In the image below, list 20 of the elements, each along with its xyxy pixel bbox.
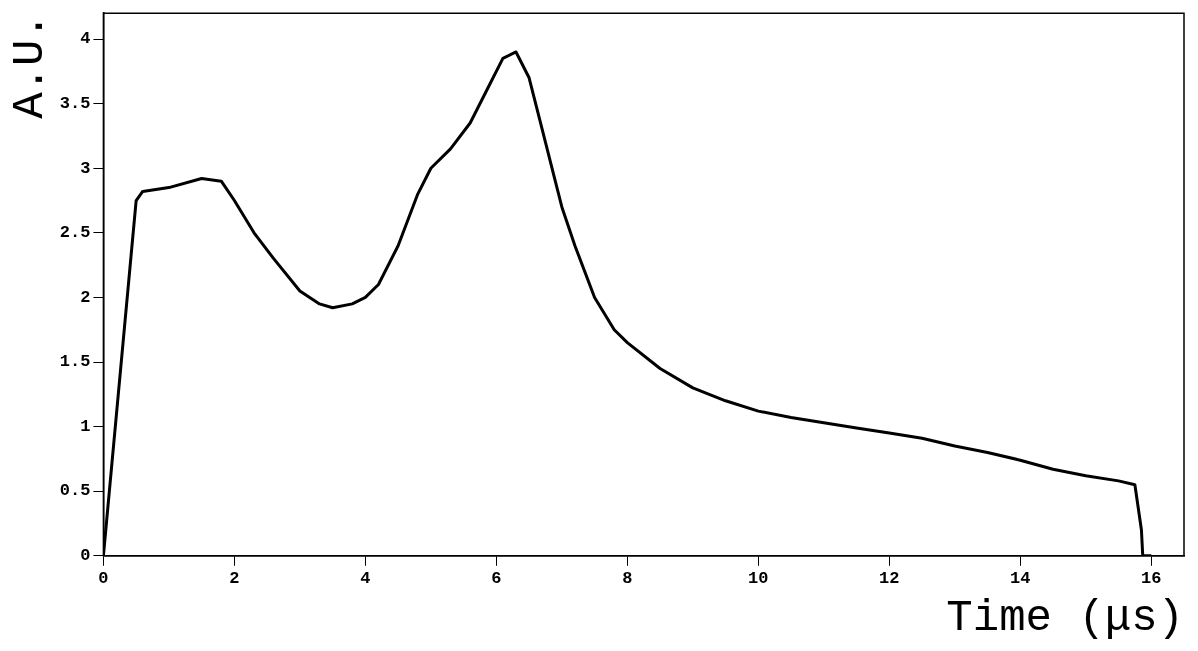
y-tick-label: 3.5 [59,93,91,113]
x-tick-label: 16 [1141,569,1162,589]
y-tick-label: 4 [80,29,91,49]
y-tick-label: 1.5 [59,352,91,372]
x-tick-label: 8 [622,569,633,589]
x-tick-label: 14 [1010,569,1031,589]
y-tick-label: 2 [80,287,91,307]
y-tick-label: 1 [80,416,91,436]
y-tick-label: 0 [80,546,91,566]
y-tick-label: 0.5 [59,481,91,501]
y-tick-label: 3 [80,158,91,178]
x-tick-label: 6 [491,569,502,589]
x-tick-label: 2 [229,569,240,589]
y-axis-title: A.U. [5,13,56,119]
y-tick-label: 2.5 [59,223,91,243]
x-tick-label: 0 [98,569,109,589]
x-tick-label: 10 [748,569,769,589]
x-axis-title: Time (μs) [946,593,1184,644]
x-tick-label: 4 [360,569,371,589]
x-tick-label: 12 [879,569,900,589]
